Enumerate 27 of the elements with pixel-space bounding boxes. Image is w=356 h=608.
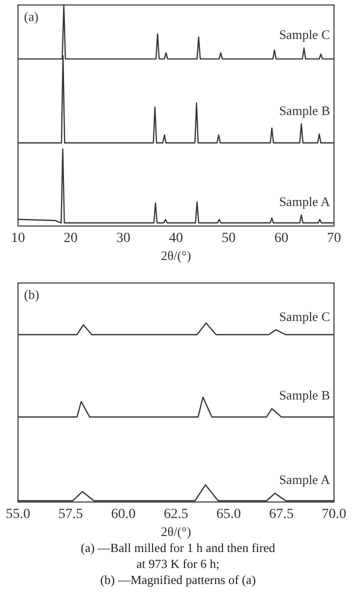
x-tick-label: 70.0 [322,506,346,522]
x-tick-label: 20 [64,230,78,246]
x-tick-label: 40 [169,230,183,246]
series-label: Sample A [279,194,331,209]
x-tick-label: 70 [327,230,341,246]
annotation: (a) [24,9,38,24]
x-tick-label: 10 [11,230,25,246]
series-label: Sample C [279,27,330,42]
series-label: Sample A [279,472,331,488]
x-tick-label: 67.5 [269,506,294,522]
x-tick-label: 30 [116,230,130,246]
text: at 973 K for 6 h; [136,557,220,571]
series-label: Sample B [279,102,330,118]
x-tick-label: 57.5 [58,506,83,522]
text: (b) —Magnified patterns of (a) [100,573,256,587]
x-tick-label: 55.0 [6,506,30,522]
x-axis-title: 2θ/(°) [160,248,192,263]
x-tick-label: 50 [222,230,236,246]
x-tick-label: 60.0 [111,506,136,522]
series-label: Sample C [279,308,330,324]
x-tick-label: 62.5 [164,506,188,522]
x-axis-title: 2θ/(°) [160,524,192,539]
series-label: Sample B [279,388,330,403]
text: (b) [24,287,40,302]
text: (a) —Ball milled for 1 h and then fired [80,541,276,555]
x-tick-label: 65.0 [216,506,241,522]
x-tick-label: 60 [274,230,288,246]
